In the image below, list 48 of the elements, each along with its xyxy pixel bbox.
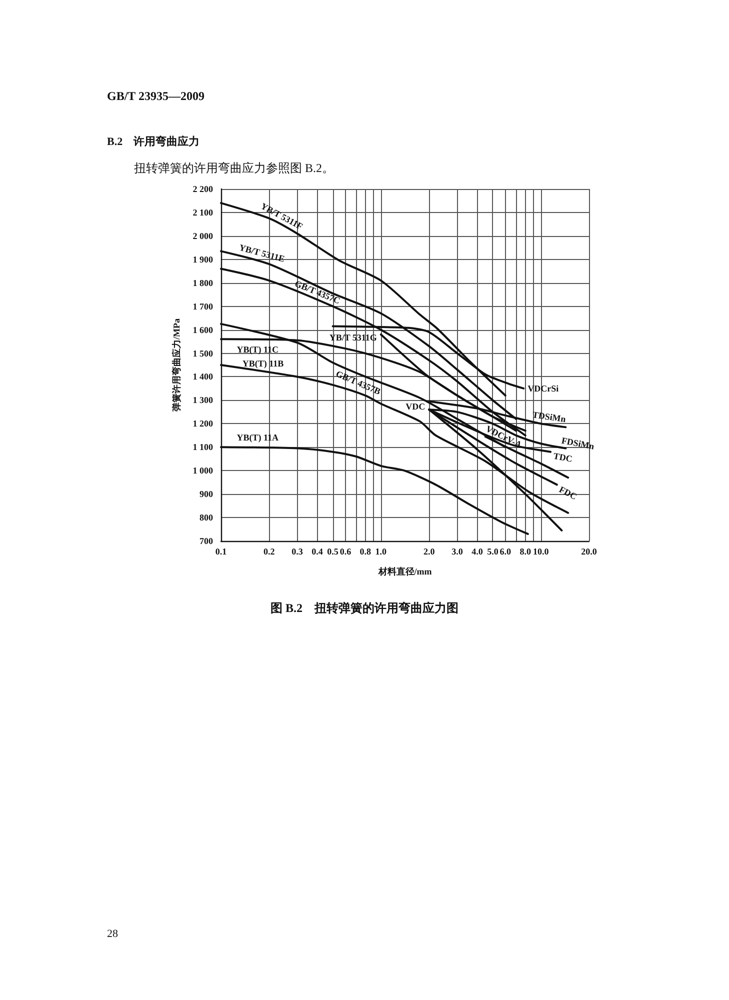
x-tick-label: 4.0 — [472, 546, 484, 556]
x-tick-label: 0.4 — [312, 546, 324, 556]
x-tick-label: 10.0 — [532, 546, 550, 556]
y-tick-label: 2 000 — [192, 230, 214, 241]
x-tick-label: 2.0 — [423, 546, 436, 556]
text: FDC — [558, 484, 579, 502]
x-tick-label: 0.5 — [327, 546, 339, 556]
text: GB/T 4357C — [293, 278, 342, 306]
text: 28 — [107, 928, 118, 942]
y-tick-label: 1 500 — [192, 348, 214, 358]
x-tick-label: 0.3 — [292, 546, 304, 556]
text: GB/T 4357B — [334, 368, 382, 397]
y-tick-label: 2 100 — [192, 207, 214, 218]
x-tick-label: 1.0 — [375, 546, 388, 556]
y-tick-label: 1 100 — [192, 442, 214, 452]
y-tick-label: 1 900 — [192, 254, 214, 264]
x-tick-label: 5.0 — [487, 546, 499, 556]
y-tick-label: 700 — [200, 536, 214, 546]
y-tick-label: 900 — [200, 489, 214, 500]
y-tick-label: 2 200 — [192, 184, 214, 194]
text: 扭转弹簧的许用弯曲应力参照图 B.2。 — [134, 161, 334, 176]
y-tick-label: 800 — [200, 512, 214, 523]
text: YB/T 5311F — [259, 200, 305, 232]
text: GB/T 23935—2009 — [107, 89, 204, 104]
x-tick-label: 6.0 — [500, 546, 512, 556]
y-tick-label: 1 000 — [192, 466, 214, 476]
text: TDSiMn — [532, 410, 566, 424]
x-tick-label: 3.0 — [452, 546, 464, 556]
x-tick-label: 20.0 — [581, 546, 598, 556]
y-tick-label: 1 700 — [192, 301, 214, 312]
text: B.2 许用弯曲应力 — [107, 136, 200, 150]
y-tick-label: 1 800 — [192, 278, 214, 288]
x-tick-label: 0.6 — [340, 546, 352, 556]
x-axis-title: 材料直径/mm — [377, 566, 432, 576]
series-label: VDC — [406, 402, 426, 412]
y-tick-label: 1 300 — [192, 395, 214, 406]
text: TDC — [552, 450, 574, 464]
y-tick-label: 1 600 — [192, 324, 214, 335]
x-tick-label: 8.0 — [520, 546, 532, 556]
text: YB/T 5311E — [238, 242, 286, 264]
x-tick-label: 0.1 — [215, 546, 228, 556]
y-tick-label: 1 200 — [192, 418, 214, 429]
y-axis-title: 弹簧许用弯曲应力/MPa — [172, 318, 182, 412]
y-tick-label: 1 400 — [192, 372, 214, 382]
text: 图 B.2 扭转弹簧的许用弯曲应力图 — [270, 601, 459, 615]
x-tick-label: 0.8 — [360, 546, 372, 556]
text: FDSiMn — [560, 435, 596, 452]
x-tick-label: 0.2 — [264, 546, 276, 556]
